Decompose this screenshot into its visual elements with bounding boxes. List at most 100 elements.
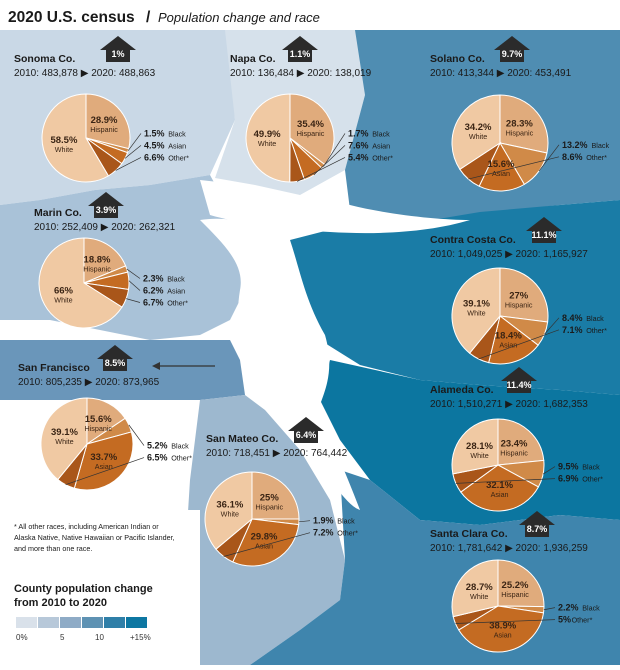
pie-value-label: 28.1% — [466, 441, 493, 452]
legend-title-line-1: County population change — [14, 583, 153, 595]
pie-value-label: 23.4% — [501, 438, 528, 449]
pie-slice-white — [451, 94, 501, 171]
san-pablo-bay — [200, 180, 470, 234]
pie-leader-line — [478, 329, 560, 360]
pie-value-label: 9.5% — [558, 462, 579, 472]
county-population: 2010: 718,451 ▶ 2020: 764,442 — [206, 448, 348, 459]
county-name: Contra Costa Co. — [430, 234, 516, 246]
pie-leader-line — [543, 607, 556, 611]
county-san-francisco: San Francisco 2010: 805,235 ▶ 2020: 873,9… — [18, 345, 192, 491]
pie-category-label: Black — [582, 463, 600, 472]
pie-leader-line — [455, 478, 556, 484]
legend-tick-0: 0% — [16, 633, 28, 642]
change-percent: 11.4% — [506, 380, 531, 390]
change-arrow-icon — [97, 345, 133, 371]
pie-value-label: 5% — [558, 615, 571, 625]
county-contra-costa-co: Contra Costa Co. 2010: 1,049,025 ▶ 2020: … — [430, 217, 607, 365]
county-name: Solano Co. — [430, 53, 485, 65]
change-arrow-icon — [519, 511, 555, 537]
pie-value-label: 18.4% — [495, 331, 522, 342]
pie-leader-line — [538, 144, 560, 172]
pie-value-label: 66% — [54, 285, 74, 296]
pie-value-label: 1.7% — [348, 128, 369, 138]
legend-swatch — [16, 617, 37, 628]
pie-category-label: Other* — [586, 326, 607, 335]
pie-category-label: Black — [167, 275, 185, 284]
pie-value-label: 4.5% — [144, 140, 165, 150]
footnote-line-2: Alaska Native, Native Hawaiian or Pacifi… — [14, 533, 175, 542]
pie-value-label: 39.1% — [51, 427, 78, 438]
pie-leader-line — [296, 157, 346, 182]
county-population: 2010: 413,344 ▶ 2020: 453,491 — [430, 68, 572, 79]
pie-category-label: Other* — [586, 153, 607, 162]
pie-value-label: 15.6% — [85, 414, 112, 425]
footnote-line-1: * All other races, including American In… — [14, 522, 159, 531]
pie-slice-asian — [488, 315, 539, 365]
pie-category-label: Hispanic — [83, 265, 111, 274]
pie-category-label: White — [221, 510, 239, 519]
pie-value-label: 32.1% — [486, 480, 513, 491]
pie-category-label: White — [54, 295, 72, 304]
pie-leader-line — [468, 156, 560, 180]
pie-category-label: Black — [582, 604, 600, 613]
pie-value-label: 34.2% — [465, 122, 492, 133]
pie-leader-line — [455, 619, 556, 624]
county-pie-charts: Sonoma Co. 2010: 483,878 ▶ 2020: 488,863 1… — [14, 36, 609, 653]
pie-category-label: White — [469, 132, 487, 141]
pie-category-label: Asian — [372, 141, 390, 150]
pie-value-label: 28.3% — [506, 118, 533, 129]
pie-value-label: 58.5% — [50, 135, 77, 146]
pie-value-label: 36.1% — [216, 500, 243, 511]
pie-slice-asian — [460, 464, 540, 512]
county-santa-clara-co: Santa Clara Co. 2010: 1,781,642 ▶ 2020: 1… — [430, 511, 600, 653]
county-alameda-co: Alameda Co. 2010: 1,510,271 ▶ 2020: 1,682… — [430, 367, 603, 512]
legend-title-line-2: from 2010 to 2020 — [14, 597, 107, 609]
pie-category-label: Asian — [95, 462, 113, 471]
change-percent: 8.5% — [105, 358, 126, 368]
pie-value-label: 1.5% — [144, 128, 165, 138]
change-percent: 3.9% — [96, 205, 117, 215]
pie-category-label: Hispanic — [84, 424, 112, 433]
pie-value-label: 5.2% — [147, 441, 168, 451]
pie-value-label: 25.2% — [502, 580, 529, 591]
pie-slice-hispanic — [499, 94, 549, 154]
title-band — [0, 0, 620, 30]
pie-category-label: Asian — [492, 169, 510, 178]
title-slash: / — [146, 9, 151, 26]
change-arrow-icon — [88, 192, 124, 218]
pie-category-label: Hispanic — [506, 128, 534, 137]
pie-value-label: 49.9% — [254, 129, 281, 140]
county-population: 2010: 1,510,271 ▶ 2020: 1,682,353 — [430, 399, 588, 410]
pie-value-label: 13.2% — [562, 140, 588, 150]
pie-category-label: Asian — [491, 490, 509, 499]
pie-slice-hispanic — [251, 471, 300, 520]
pie-value-label: 8.6% — [562, 152, 583, 162]
pie-category-label: Black — [168, 129, 186, 138]
pie-category-label: Asian — [494, 630, 512, 639]
pie-category-label: Asian — [499, 341, 517, 350]
pie-slice-hispanic — [85, 93, 131, 150]
pie-leader-line — [65, 457, 145, 486]
legend-swatch — [38, 617, 59, 628]
pie-category-label: White — [470, 592, 488, 601]
change-percent: 11.1% — [531, 230, 556, 240]
legend-swatch — [60, 617, 81, 628]
pie-value-label: 15.6% — [488, 159, 515, 170]
county-name: Napa Co. — [230, 53, 276, 65]
pie-value-label: 2.3% — [143, 274, 164, 284]
pie-value-label: 33.7% — [90, 452, 117, 463]
pie-category-label: Black — [372, 129, 390, 138]
footnote-line-3: and more than one race. — [14, 544, 92, 553]
pie-category-label: Other* — [171, 454, 192, 463]
title: 2020 U.S. census — [8, 9, 135, 26]
pie-slice-white — [204, 471, 253, 550]
pie-slice-white — [41, 93, 110, 183]
legend-tick-10: 10 — [95, 633, 104, 642]
legend-tick-15: +15% — [130, 633, 151, 642]
pie-value-label: 7.1% — [562, 325, 583, 335]
pie-category-label: Hispanic — [255, 503, 283, 512]
pie-category-label: Hispanic — [297, 129, 325, 138]
pie-leader-line — [115, 157, 142, 171]
pie-slice-white — [451, 559, 499, 618]
